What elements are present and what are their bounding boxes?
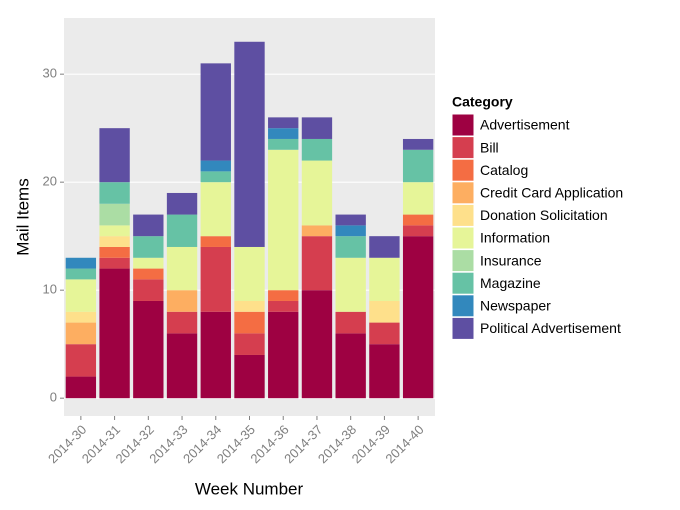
bar-segment <box>335 236 366 258</box>
x-axis-title: Week Number <box>195 479 304 498</box>
bar-segment <box>133 279 164 301</box>
bar-segment <box>166 290 198 312</box>
bar-segment <box>301 117 333 139</box>
legend-swatch <box>451 226 475 250</box>
bar-segment <box>301 236 333 291</box>
bar-segment <box>268 117 299 129</box>
legend-label: Political Advertisement <box>480 320 621 336</box>
legend-swatch <box>451 203 475 227</box>
bar-segment <box>166 333 198 399</box>
bar-segment <box>234 300 265 312</box>
bar-segment <box>65 322 97 345</box>
legend-label: Insurance <box>480 252 542 268</box>
bar-segment <box>369 344 400 399</box>
legend-label: Magazine <box>480 275 541 291</box>
bar-segment <box>166 311 198 334</box>
bar-segment <box>200 311 231 399</box>
bar-segment <box>166 214 198 247</box>
bar-segment <box>234 41 265 247</box>
legend-swatch <box>451 316 475 340</box>
bar-segment <box>402 149 434 183</box>
bar-segment <box>99 246 130 258</box>
y-tick-label: 20 <box>43 174 57 189</box>
legend-swatch <box>451 136 475 160</box>
bar-segment <box>402 214 434 226</box>
bar-segment <box>402 138 434 150</box>
bar-segment <box>268 290 299 301</box>
bar-segment <box>234 246 265 301</box>
bar-segment <box>335 333 366 399</box>
bar-segment <box>166 192 198 215</box>
bar-segment <box>335 225 366 237</box>
bar-segment <box>268 149 299 291</box>
legend-label: Newspaper <box>480 298 551 314</box>
bar-segment <box>369 257 400 301</box>
legend-swatch <box>451 271 475 295</box>
bar-segment <box>335 257 366 312</box>
y-tick-label: 10 <box>43 282 57 297</box>
y-tick-label: 0 <box>50 390 57 405</box>
legend-label: Bill <box>480 139 499 155</box>
legend-swatch <box>451 249 475 273</box>
bar-segment <box>301 160 333 226</box>
bar-segment <box>200 182 231 237</box>
bar-segment <box>234 333 265 355</box>
legend-title: Category <box>452 94 513 110</box>
bar-segment <box>335 214 366 226</box>
bar-segment <box>99 257 130 269</box>
bar-segment <box>133 268 164 280</box>
bar-segment <box>369 300 400 323</box>
legend-label: Catalog <box>480 162 528 178</box>
legend-swatch <box>451 294 475 318</box>
bar-segment <box>234 354 265 399</box>
bar-segment <box>65 257 97 269</box>
bar-segment <box>99 203 130 226</box>
legend-swatch <box>451 181 475 205</box>
bar-segment <box>99 225 130 237</box>
legend-swatch <box>451 158 475 182</box>
bar-segment <box>65 279 97 312</box>
bar-segment <box>200 160 231 172</box>
bar-segment <box>268 300 299 312</box>
bar-segment <box>335 311 366 334</box>
bar-segment <box>369 236 400 258</box>
legend-label: Advertisement <box>480 117 570 133</box>
bar-segment <box>200 236 231 247</box>
bar-segment <box>268 138 299 150</box>
bar-segment <box>402 236 434 399</box>
bar-segment <box>65 344 97 377</box>
bar-segment <box>133 236 164 258</box>
bar-segment <box>65 311 97 323</box>
legend-label: Information <box>480 230 550 246</box>
bar-segment <box>301 225 333 237</box>
bar-segment <box>402 225 434 237</box>
bar-segment <box>133 257 164 269</box>
bar-segment <box>65 376 97 399</box>
bar-segment <box>301 138 333 161</box>
bar-segment <box>99 236 130 247</box>
bar-segment <box>268 311 299 399</box>
y-tick-label: 30 <box>43 66 57 81</box>
bar-segment <box>166 246 198 291</box>
legend-label: Credit Card Application <box>480 185 623 201</box>
bar-segment <box>200 171 231 183</box>
bar-segment <box>234 311 265 334</box>
bar-segment <box>133 300 164 399</box>
bar-segment <box>99 268 130 399</box>
bar-segment <box>99 182 130 204</box>
y-axis-title: Mail Items <box>13 178 32 255</box>
bar-segment <box>268 128 299 139</box>
bar-segment <box>402 182 434 215</box>
legend-swatch <box>451 113 475 137</box>
bar-segment <box>369 322 400 345</box>
bar-segment <box>65 268 97 280</box>
bar-segment <box>133 214 164 237</box>
bar-segment <box>99 128 130 183</box>
legend-label: Donation Solicitation <box>480 207 608 223</box>
bar-segment <box>301 290 333 399</box>
bar-segment <box>200 63 231 161</box>
bar-segment <box>200 246 231 312</box>
